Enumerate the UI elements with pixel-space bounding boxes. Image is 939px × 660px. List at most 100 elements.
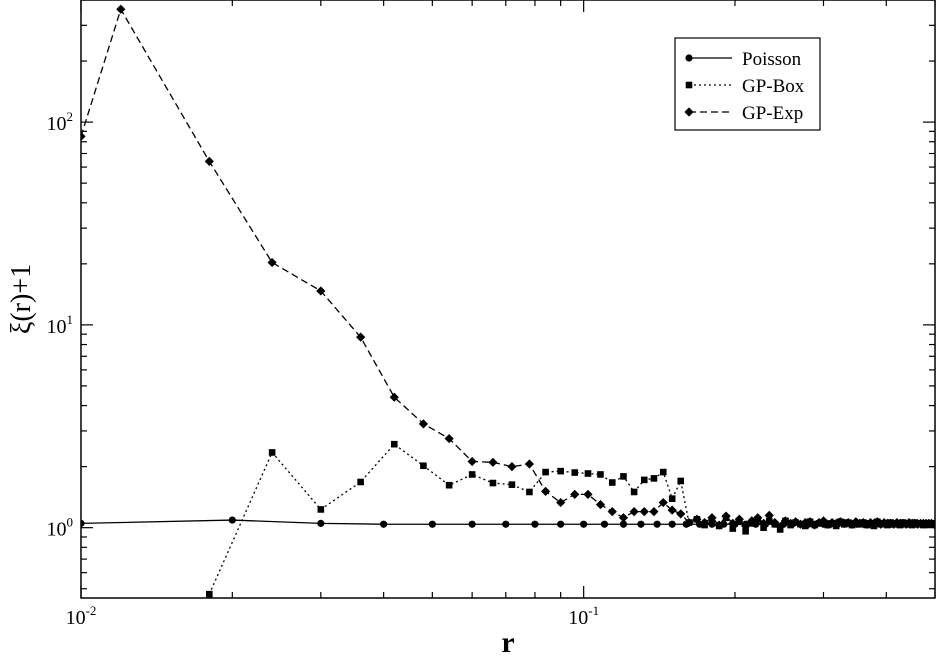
data-point-gp-exp [901,519,911,529]
data-point-gp-box [620,473,627,480]
data-point-gp-box [630,488,638,496]
data-point-gp-exp [714,520,724,530]
data-point-gp-exp [540,486,551,496]
data-point-gp-exp [507,462,517,472]
data-point-poisson [468,520,476,528]
data-point-poisson [502,520,510,528]
data-point-gp-exp [444,433,454,444]
x-axis-title: r [501,626,514,659]
data-point-gp-exp [889,519,899,529]
legend-box [674,37,821,131]
data-point-gp-box [742,527,749,535]
y-tick-label: 100 [47,515,74,541]
data-point-gp-box [268,449,276,456]
data-point-gp-exp [869,518,879,528]
legend: Poisson GP-Box GP-Exp [674,37,821,131]
data-point-gp-exp [753,513,763,523]
data-point-gp-box [677,477,685,485]
data-point-poisson [637,520,645,528]
data-point-gp-exp [741,521,751,531]
data-point-gp-exp [81,131,86,142]
data-point-gp-exp [684,517,694,528]
data-point-gp-exp [570,489,580,499]
data-point-gp-box [526,488,533,496]
data-point-gp-exp [607,507,617,517]
data-point-gp-box [765,517,773,525]
data-point-gp-exp [649,507,659,517]
data-point-gp-box [557,467,564,475]
data-point-gp-exp [267,257,277,268]
data-point-gp-exp [862,519,872,529]
data-point-gp-exp [775,522,785,532]
legend-marker [685,81,693,89]
data-point-poisson [580,520,588,528]
data-point-gp-box [357,478,364,486]
legend-marker [684,107,694,117]
data-point-gp-exp [356,332,366,342]
data-point-gp-exp [758,518,769,528]
data-point-poisson [380,520,388,528]
data-point-gp-exp [795,519,806,529]
y-tick-label: 101 [47,312,74,338]
data-point-gp-exp [667,505,677,515]
legend-entry-gp-box: GP-Box [685,76,805,97]
legend-label: GP-Exp [742,103,803,124]
data-point-gp-exp [639,507,649,517]
data-point-gp-exp [618,513,629,523]
data-point-gp-exp [692,514,702,524]
data-point-gp-box [317,506,325,513]
data-point-gp-box [489,479,497,487]
data-point-gp-box [508,481,516,488]
data-point-poisson [531,520,539,528]
data-point-gp-box [597,471,604,478]
data-point-gp-exp [770,517,780,528]
data-point-gp-exp [827,517,837,528]
data-point-gp-exp [847,519,857,529]
data-point-poisson [600,520,609,528]
data-point-poisson [428,520,436,528]
data-point-poisson [619,520,628,528]
data-point-gp-box [468,471,476,478]
data-point-poisson [81,519,85,527]
data-point-poisson [557,520,565,528]
data-point-gp-exp [929,519,935,529]
series-gp-exp [81,4,935,532]
data-point-gp-exp [116,4,126,14]
data-point-gp-exp [524,459,535,469]
legend-entry-poisson: Poisson [685,49,802,70]
y-axis-title: ξ(r)+1 [6,264,37,334]
data-point-gp-box [420,462,427,470]
data-point-gp-box [206,590,213,598]
legend-marker [685,54,693,62]
data-point-gp-exp [721,511,731,521]
data-point-gp-exp [823,519,833,529]
series-gp-box [206,440,935,598]
data-point-gp-exp [658,497,668,508]
data-point-gp-exp [734,514,744,524]
plot-frame [80,0,936,599]
data-point-gp-exp [316,286,326,296]
legend-entry-gp-exp: GP-Exp [684,103,803,124]
data-point-gp-exp [556,497,566,508]
data-point-poisson [317,519,325,527]
data-point-poisson [668,520,676,528]
data-point-gp-exp [389,392,399,402]
data-point-gp-box [650,475,658,482]
x-tick-label: 10-1 [568,603,599,629]
data-point-gp-exp [790,517,801,527]
data-point-gp-exp [876,519,886,529]
data-point-gp-exp [629,507,639,517]
data-point-gp-exp [699,517,710,528]
data-point-gp-exp [595,499,606,510]
data-point-gp-box [445,481,453,489]
data-point-gp-box [729,525,737,532]
data-point-poisson [653,520,661,528]
data-point-gp-box [668,495,676,502]
data-point-gp-box [542,468,549,476]
y-tick-label: 102 [47,109,74,135]
data-point-gp-exp [488,457,498,467]
data-point-gp-exp [728,518,738,528]
data-point-gp-box [390,440,398,448]
data-point-gp-box [608,479,616,486]
